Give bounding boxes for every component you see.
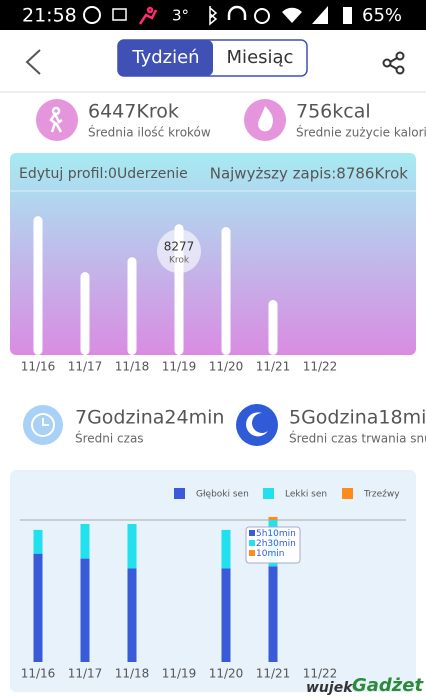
x-tick-label: 11/18 xyxy=(115,360,150,374)
tooltip-swatch xyxy=(249,550,255,556)
clock-face xyxy=(31,413,55,437)
tooltip xyxy=(157,229,201,274)
bar-segment xyxy=(33,529,43,554)
battery-icon xyxy=(343,7,352,24)
x-tick-label: 11/21 xyxy=(256,667,291,681)
tooltip-swatch xyxy=(249,530,255,536)
legend-swatch xyxy=(263,488,274,499)
summary-value: 5Godzina18min xyxy=(289,407,426,429)
x-tick-label: 11/19 xyxy=(162,667,197,681)
walker xyxy=(49,106,63,133)
summary-label: Średnie zużycie kalorii xyxy=(296,125,426,140)
steps-card xyxy=(10,153,416,355)
bar-segment xyxy=(127,568,137,662)
x-tick-label: 11/18 xyxy=(115,667,150,681)
status-icon xyxy=(112,8,127,21)
bar-segment xyxy=(33,553,43,662)
alarm-icon xyxy=(254,8,270,24)
wifi-icon xyxy=(282,7,302,23)
status-icon xyxy=(83,6,101,24)
tooltip xyxy=(245,526,301,564)
x-tick-label: 11/20 xyxy=(209,360,244,374)
x-tick-label: 11/19 xyxy=(162,360,197,374)
record-text: Najwyższy zapis:8786Krok xyxy=(210,165,409,183)
x-tick-label: 11/17 xyxy=(68,360,103,374)
tooltip-unit: Krok xyxy=(169,256,190,266)
tab-active[interactable] xyxy=(118,40,213,76)
bar-segment xyxy=(80,558,90,662)
tab[interactable]: Tydzień xyxy=(131,47,199,68)
x-tick-label: 11/17 xyxy=(68,667,103,681)
tooltip-value: 8277 xyxy=(164,240,195,254)
profile-text[interactable]: Edytuj profil:0Uderzenie xyxy=(19,166,188,182)
legend-swatch xyxy=(342,488,353,499)
back-button[interactable] xyxy=(25,49,41,75)
x-tick-label: 11/20 xyxy=(209,667,244,681)
legend-label: Trzeźwy xyxy=(363,490,400,500)
summary-label: Średnia ilość kroków xyxy=(88,125,211,140)
bar xyxy=(33,216,43,355)
bar xyxy=(80,272,90,355)
x-tick-label: 11/22 xyxy=(303,667,338,681)
watermark: wujek xyxy=(306,680,354,696)
x-tick-label: 11/16 xyxy=(21,360,56,374)
legend-swatch xyxy=(174,488,185,499)
bar xyxy=(127,257,137,355)
tab[interactable]: Miesiąc xyxy=(227,47,294,68)
temperature: 3° xyxy=(172,7,189,25)
bar-segment xyxy=(221,568,231,662)
signal-icon xyxy=(312,6,328,24)
summary-value: 7Godzina24min xyxy=(75,407,224,429)
bar xyxy=(268,300,278,355)
headphones-icon xyxy=(227,5,247,20)
clock: 21:58 xyxy=(22,5,77,27)
bar-segment xyxy=(127,524,137,569)
summary-value: 756kcal xyxy=(296,101,371,123)
bar-segment xyxy=(268,516,278,520)
summary-label: Średni czas trwania snu xyxy=(289,431,426,446)
share-button[interactable] xyxy=(382,51,405,75)
bar-segment xyxy=(268,566,278,662)
tooltip-label: 2h30min xyxy=(256,539,296,549)
legend-label: Głęboki sen xyxy=(196,490,249,500)
summary-value: 6447Krok xyxy=(88,101,179,123)
sleep-card xyxy=(10,470,416,692)
flame xyxy=(258,106,273,132)
clock-hands xyxy=(42,418,49,426)
bar-segment xyxy=(80,524,90,559)
legend-label: Lekki sen xyxy=(285,490,327,500)
moon-icon xyxy=(236,404,278,446)
bluetooth-icon xyxy=(209,6,218,26)
tooltip-label: 5h10min xyxy=(256,529,296,539)
tooltip-swatch xyxy=(249,540,255,546)
moon xyxy=(246,412,268,437)
battery: 65% xyxy=(362,5,402,26)
bar-segment xyxy=(221,529,231,569)
tooltip-label: 10min xyxy=(256,549,284,559)
watermark: Gadżet xyxy=(352,675,424,696)
x-tick-label: 11/22 xyxy=(303,360,338,374)
x-tick-label: 11/16 xyxy=(21,667,56,681)
summary-label: Średni czas xyxy=(75,431,144,446)
bar xyxy=(221,227,231,355)
status-icon xyxy=(138,6,158,25)
x-tick-label: 11/21 xyxy=(256,360,291,374)
